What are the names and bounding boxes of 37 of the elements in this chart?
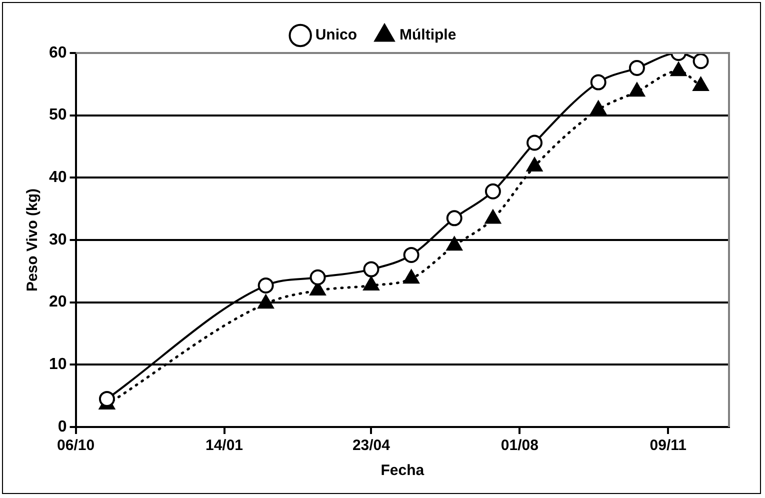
point xyxy=(590,100,606,115)
y-tick-label: 40 xyxy=(49,169,67,186)
y-tick-label: 30 xyxy=(49,231,67,248)
y-tick-label: 10 xyxy=(49,356,67,374)
y-tick-label: 0 xyxy=(58,418,67,436)
point xyxy=(628,60,645,76)
point xyxy=(403,246,420,263)
point xyxy=(692,77,709,92)
x-tick-label: 01/08 xyxy=(500,437,538,454)
point xyxy=(310,269,326,286)
point xyxy=(526,134,543,151)
point xyxy=(692,53,709,70)
point xyxy=(590,74,606,90)
y-tick-label: 50 xyxy=(49,106,67,124)
y-axis-title: Peso Vivo (kg) xyxy=(24,188,42,292)
x-tick-label: 23/04 xyxy=(352,437,391,454)
legend-label: Múltiple xyxy=(400,26,456,44)
point xyxy=(670,62,686,76)
point xyxy=(363,276,380,291)
x-tick-label: 09/11 xyxy=(650,437,686,454)
y-tick-label: 60 xyxy=(49,44,67,62)
legend-label: Unico xyxy=(315,26,358,44)
point xyxy=(403,270,420,284)
point xyxy=(446,236,462,251)
point xyxy=(629,82,645,97)
x-tick-label: 06/10 xyxy=(57,437,95,454)
x-axis-title: Fecha xyxy=(380,462,425,480)
point xyxy=(446,210,462,226)
point xyxy=(485,210,501,224)
x-tick-label: 14/01 xyxy=(205,437,244,454)
point xyxy=(258,278,274,294)
y-tick-label: 20 xyxy=(49,294,67,311)
point xyxy=(363,261,380,278)
point xyxy=(98,390,115,407)
point xyxy=(258,294,274,309)
point xyxy=(526,157,542,172)
point xyxy=(484,183,501,200)
